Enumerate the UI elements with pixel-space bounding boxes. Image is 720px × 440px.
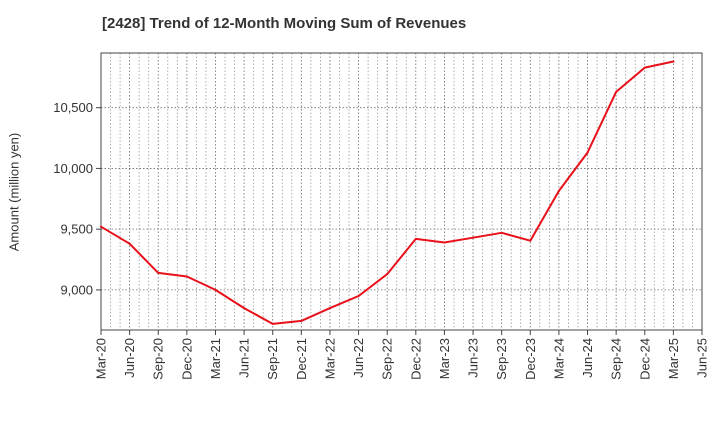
x-tick-label: Jun-20 <box>122 338 137 378</box>
data-point <box>243 307 246 310</box>
y-tick-label: 9,000 <box>60 282 93 297</box>
x-tick-label: Mar-22 <box>322 338 337 379</box>
x-tick-label: Dec-20 <box>179 338 194 380</box>
x-tick-label: Mar-21 <box>208 338 223 379</box>
data-point <box>185 275 188 278</box>
data-point <box>271 322 274 325</box>
plot-frame <box>100 52 703 331</box>
x-tick-label: Mar-24 <box>551 338 566 379</box>
data-point <box>443 241 446 244</box>
x-tick-label: Mar-25 <box>666 338 681 379</box>
data-point <box>157 271 160 274</box>
x-tick-label: Mar-20 <box>94 338 109 379</box>
data-point <box>557 189 560 192</box>
data-point <box>529 239 532 242</box>
x-tick-label: Jun-24 <box>580 338 595 378</box>
data-point <box>414 237 417 240</box>
x-tick-label: Sep-20 <box>151 338 166 380</box>
x-tick-label: Sep-22 <box>380 338 395 380</box>
x-tick-label: Sep-24 <box>609 338 624 380</box>
data-point <box>643 66 646 69</box>
x-tick-label: Dec-24 <box>637 338 652 380</box>
x-tick-label: Mar-23 <box>437 338 452 379</box>
data-point <box>357 294 360 297</box>
chart-title: [2428] Trend of 12-Month Moving Sum of R… <box>102 15 467 32</box>
x-tick-label: Dec-22 <box>408 338 423 380</box>
x-tick-label: Jun-23 <box>466 338 481 378</box>
y-tick-label: 10,500 <box>53 100 93 115</box>
data-point <box>128 242 131 245</box>
x-tick-label: Jun-25 <box>695 338 710 378</box>
x-tick-label: Dec-21 <box>294 338 309 380</box>
x-tick-label: Jun-21 <box>237 338 252 378</box>
data-point <box>615 90 618 93</box>
data-point <box>672 60 675 63</box>
y-tick-label: 9,500 <box>60 222 93 237</box>
plot-area <box>101 53 702 330</box>
data-point <box>386 273 389 276</box>
x-tick-label: Sep-23 <box>494 338 509 380</box>
data-point <box>300 319 303 322</box>
x-tick-label: Sep-21 <box>265 338 280 380</box>
data-point <box>500 231 503 234</box>
x-tick-label: Jun-22 <box>351 338 366 378</box>
y-tick-label: 10,000 <box>53 161 93 176</box>
data-point <box>586 151 589 154</box>
data-point <box>472 236 475 239</box>
data-point <box>328 307 331 310</box>
data-point <box>214 288 217 291</box>
data-point <box>100 225 102 228</box>
x-tick-label: Dec-23 <box>523 338 538 380</box>
